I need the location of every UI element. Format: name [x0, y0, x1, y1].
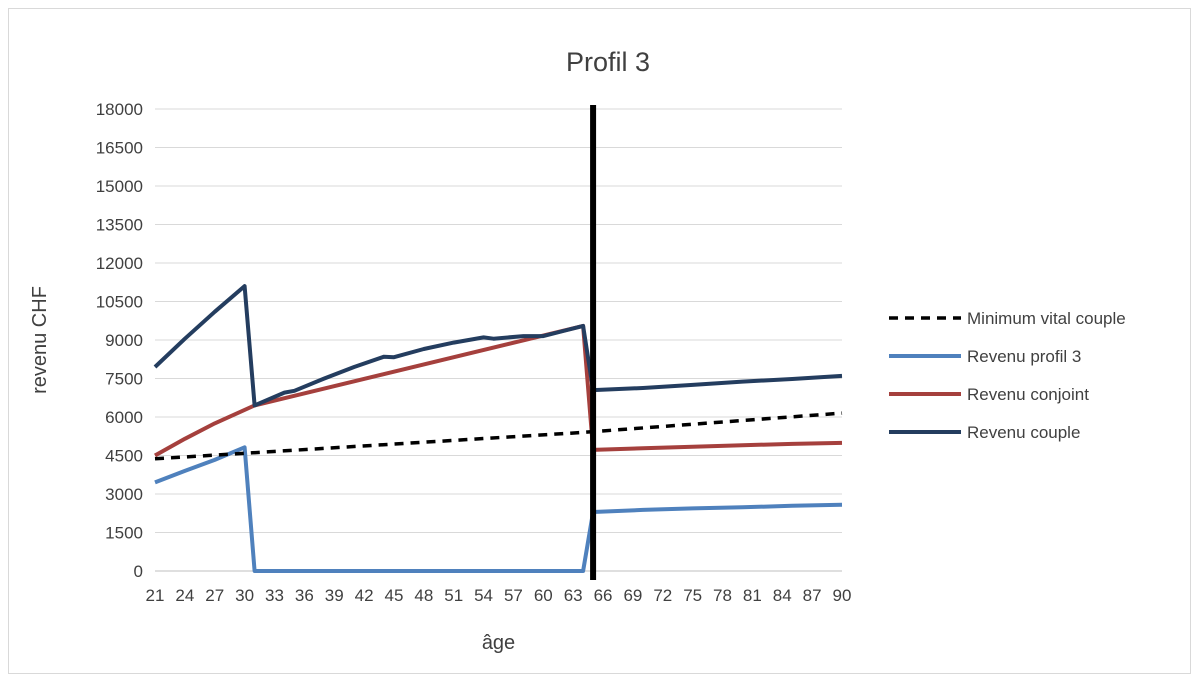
x-tick-label: 78	[713, 586, 732, 605]
grid-layer	[155, 108, 842, 572]
x-tick-label: 54	[474, 586, 493, 605]
x-tick-label: 51	[444, 586, 463, 605]
y-tick-label: 0	[134, 562, 143, 581]
x-tick-label: 30	[235, 586, 254, 605]
x-tick-label: 36	[295, 586, 314, 605]
chart-title: Profil 3	[566, 47, 650, 77]
legend-label: Minimum vital couple	[967, 309, 1126, 328]
x-tick-label: 63	[564, 586, 583, 605]
y-tick-label: 6000	[105, 408, 143, 427]
y-tick-label: 15000	[96, 177, 143, 196]
y-axis-label: revenu CHF	[29, 286, 51, 394]
x-tick-label: 57	[504, 586, 523, 605]
series-line-1	[154, 445, 843, 573]
x-tick-label: 24	[175, 586, 194, 605]
x-tick-label: 81	[743, 586, 762, 605]
y-tick-label: 13500	[96, 216, 143, 235]
y-tick-label: 10500	[96, 293, 143, 312]
series-line-3	[153, 284, 843, 408]
y-tick-label: 3000	[105, 485, 143, 504]
legend-label: Revenu couple	[967, 423, 1080, 442]
x-tick-label: 33	[265, 586, 284, 605]
x-tick-label: 84	[773, 586, 792, 605]
x-tick-label: 60	[534, 586, 553, 605]
y-tick-label: 9000	[105, 331, 143, 350]
y-tick-label: 18000	[96, 100, 143, 119]
series-layer	[153, 284, 843, 573]
x-tick-label: 48	[414, 586, 433, 605]
y-tick-label: 4500	[105, 447, 143, 466]
x-tick-label: 27	[205, 586, 224, 605]
legend-label: Revenu profil 3	[967, 347, 1081, 366]
x-tick-label: 66	[594, 586, 613, 605]
x-axis-label: âge	[482, 632, 515, 654]
x-tick-label: 90	[833, 586, 852, 605]
chart-frame: Profil 3 0 1500 3000 4500 6000 7500 9000 10500 1…	[8, 8, 1191, 674]
x-tick-label: 45	[384, 586, 403, 605]
y-tick-labels: 0 1500 3000 4500 6000 7500 9000 10500 12000 13500…	[96, 100, 143, 581]
x-tick-label: 72	[653, 586, 672, 605]
legend: Minimum vital couple Revenu profil 3 Reven…	[889, 309, 1126, 442]
series-line-0	[154, 411, 843, 461]
y-tick-label: 7500	[105, 370, 143, 389]
x-tick-label: 42	[355, 586, 374, 605]
y-tick-label: 1500	[105, 524, 143, 543]
line-chart: Profil 3 0 1500 3000 4500 6000 7500 9000 10500 1…	[29, 47, 1126, 654]
x-tick-labels: 21 24 27 30 33 36 39 42 45 48 51 54 57 60 63 66 69 72 75 78…	[146, 586, 852, 605]
x-tick-label: 21	[146, 586, 165, 605]
x-tick-label: 39	[325, 586, 344, 605]
x-tick-label: 87	[803, 586, 822, 605]
y-tick-label: 12000	[96, 254, 143, 273]
x-tick-label: 69	[623, 586, 642, 605]
y-tick-label: 16500	[96, 139, 143, 158]
legend-label: Revenu conjoint	[967, 385, 1089, 404]
x-tick-label: 75	[683, 586, 702, 605]
